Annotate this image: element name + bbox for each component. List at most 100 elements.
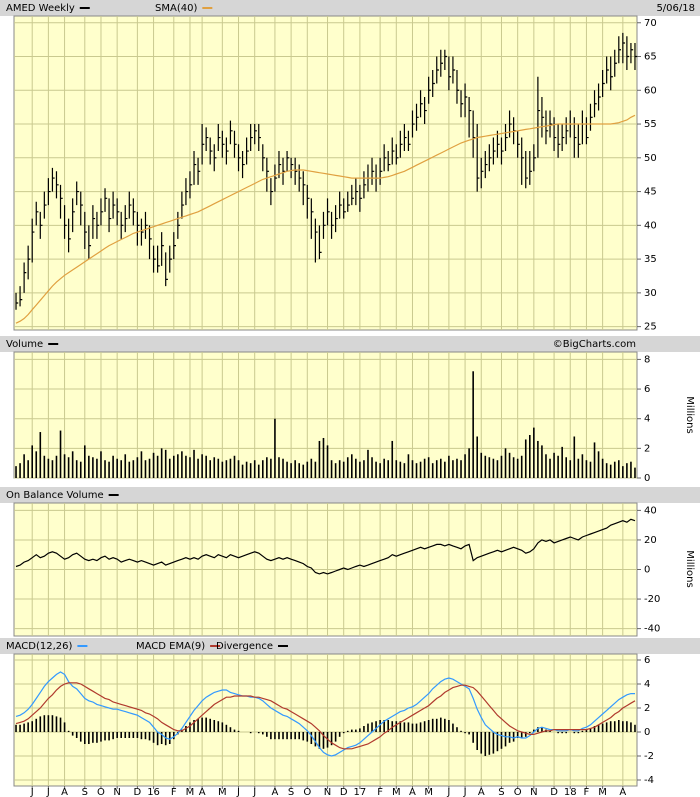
legend-label: Divergence <box>216 641 273 652</box>
price-bar <box>246 137 249 165</box>
price-bar <box>618 36 621 64</box>
y-tick-label: 6 <box>644 655 650 666</box>
price-bar <box>35 201 39 226</box>
price-bar <box>124 205 128 233</box>
price-bar <box>496 130 500 158</box>
price-bar <box>488 144 492 172</box>
price-bar <box>290 157 294 179</box>
price-bar <box>148 225 152 260</box>
price-bar <box>419 90 423 118</box>
price-bar <box>181 191 185 219</box>
x-tick-label: S <box>498 787 504 797</box>
price-bar <box>92 205 96 239</box>
price-bar <box>440 49 443 77</box>
price-bar <box>339 191 342 219</box>
price-bar <box>201 124 205 165</box>
price-bar <box>533 144 537 172</box>
y-tick-label: 30 <box>644 288 657 299</box>
price-bar <box>39 211 43 239</box>
price-bar <box>306 184 310 219</box>
price-bar <box>282 157 286 185</box>
date-label: 5/06/18 <box>656 3 695 14</box>
price-bar <box>27 245 31 280</box>
plot-area <box>13 15 638 331</box>
price-bar <box>403 124 407 152</box>
price-bar <box>508 110 512 138</box>
price-bar <box>480 157 484 189</box>
x-tick-label: J <box>30 787 34 797</box>
price-bar <box>411 110 415 138</box>
price-bar <box>136 211 140 246</box>
y-tick-label: -40 <box>644 624 660 635</box>
x-tick-label: F <box>377 787 383 797</box>
legend-label: AMED Weekly <box>6 3 75 14</box>
price-bar <box>173 232 176 260</box>
series-line <box>15 671 635 757</box>
source: ©BigCharts.com <box>553 339 636 350</box>
y-tick-label: 6 <box>644 384 650 395</box>
price-bar <box>72 198 75 233</box>
x-tick-label: J <box>46 787 50 797</box>
price-bar <box>185 178 189 206</box>
x-tick-label: A <box>199 787 206 797</box>
price-bar <box>399 130 403 158</box>
price-bar <box>262 144 265 172</box>
price-bar <box>254 124 257 145</box>
price-bar <box>23 262 27 293</box>
x-tick-label: 18 <box>564 787 577 797</box>
price-bar <box>205 127 209 152</box>
x-tick-label: M <box>218 787 227 797</box>
price-bar <box>351 184 354 206</box>
x-tick-label: S <box>288 787 294 797</box>
price-bar <box>436 56 439 84</box>
price-bar <box>577 124 581 158</box>
price-bar <box>169 245 172 273</box>
x-tick-label: J <box>463 787 467 797</box>
x-tick-label: M <box>598 787 607 797</box>
legend-label: On Balance Volume <box>6 490 104 501</box>
y-tick-label: 45 <box>644 187 657 198</box>
price-bar <box>165 252 168 287</box>
series-line <box>15 682 636 750</box>
y-axis-label: Millions <box>684 550 695 587</box>
price-bar <box>270 178 274 206</box>
price-bar <box>359 184 363 212</box>
price-bar <box>84 211 87 249</box>
price-bar <box>112 191 116 219</box>
price-bar <box>472 110 476 158</box>
y-tick-label: 4 <box>644 414 650 425</box>
price-bar <box>241 151 245 179</box>
price-bar <box>76 181 79 206</box>
price-bar <box>602 70 605 98</box>
y-tick-label: 55 <box>644 119 657 130</box>
price-bar <box>225 137 229 165</box>
price-bar <box>302 171 306 206</box>
price-bar <box>63 205 67 239</box>
x-tick-label: F <box>171 787 177 797</box>
price-bar <box>286 151 290 172</box>
x-tick-label: F <box>584 787 590 797</box>
legend-label: Volume <box>6 339 43 350</box>
price-bar <box>448 56 452 91</box>
x-tick-label: A <box>409 787 416 797</box>
price-bar <box>144 211 148 239</box>
x-tick-label: O <box>97 787 105 797</box>
x-tick-label: O <box>514 787 522 797</box>
x-tick-label: 16 <box>147 787 160 797</box>
price-bar <box>108 198 112 233</box>
price-bar <box>31 218 35 263</box>
price-bar <box>610 56 613 91</box>
price-bar <box>335 205 338 233</box>
price-bar <box>177 211 181 239</box>
price-bar <box>634 43 638 71</box>
legend-label: MACD EMA(9) <box>136 641 205 652</box>
x-tick-label: A <box>272 787 279 797</box>
y-tick-label: -20 <box>644 594 660 605</box>
y-tick-label: -2 <box>644 751 654 762</box>
legend-label: SMA(40) <box>155 3 197 14</box>
price-bar <box>104 188 108 212</box>
series-line <box>15 114 636 324</box>
price-bar <box>444 49 448 71</box>
price-bar <box>355 178 359 206</box>
